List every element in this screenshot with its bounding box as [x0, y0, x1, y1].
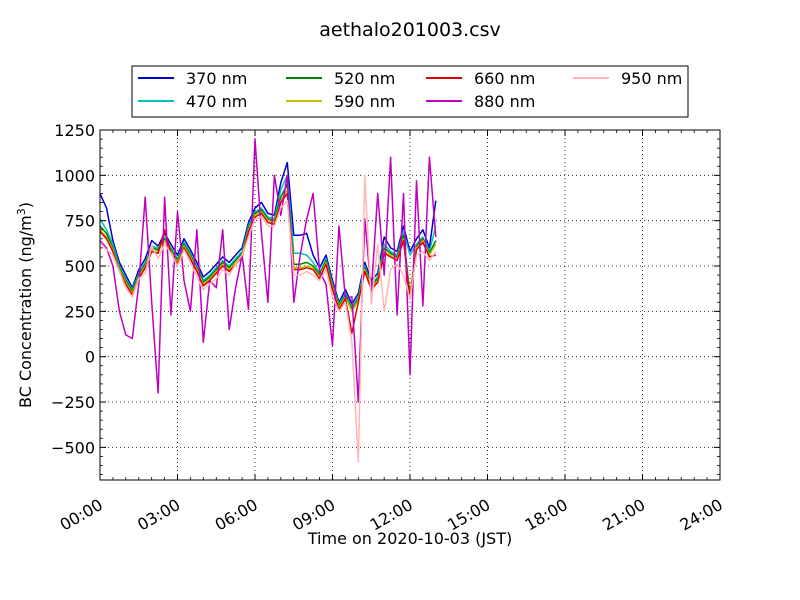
legend-label: 590 nm: [334, 92, 395, 111]
y-tick-label: 250: [64, 302, 95, 321]
legend-label: 520 nm: [334, 69, 395, 88]
y-tick-label: 500: [64, 257, 95, 276]
y-tick-label: 1250: [54, 121, 95, 140]
legend-label: 370 nm: [186, 69, 247, 88]
series-line-880-nm: [100, 138, 437, 403]
chart-title: aethalo201003.csv: [319, 19, 501, 41]
legend-label: 950 nm: [621, 69, 682, 88]
legend-box: [131, 65, 689, 118]
y-tick-label: −250: [51, 393, 95, 412]
y-tick-label: 0: [85, 348, 95, 367]
y-axis-title-sup: 3: [15, 208, 28, 215]
y-tick-label: 1000: [54, 166, 95, 185]
y-axis-title-end: ): [16, 202, 35, 208]
legend-label: 880 nm: [474, 92, 535, 111]
legend-label: 470 nm: [186, 92, 247, 111]
series-lines: [100, 138, 437, 463]
legend-label: 660 nm: [474, 69, 535, 88]
y-tick-label: 750: [64, 212, 95, 231]
y-axis-title-main: BC Concentration (ng/m: [16, 215, 35, 408]
legend: 370 nm 470 nm 520 nm 590 nm 660 nm 880 nm 950 …: [131, 65, 689, 118]
y-tick-label: −500: [51, 438, 95, 457]
y-axis-title: BC Concentration (ng/m3): [15, 202, 35, 408]
x-axis-title: Time on 2020-10-03 (JST): [307, 529, 512, 548]
series-line-950-nm: [100, 174, 437, 463]
